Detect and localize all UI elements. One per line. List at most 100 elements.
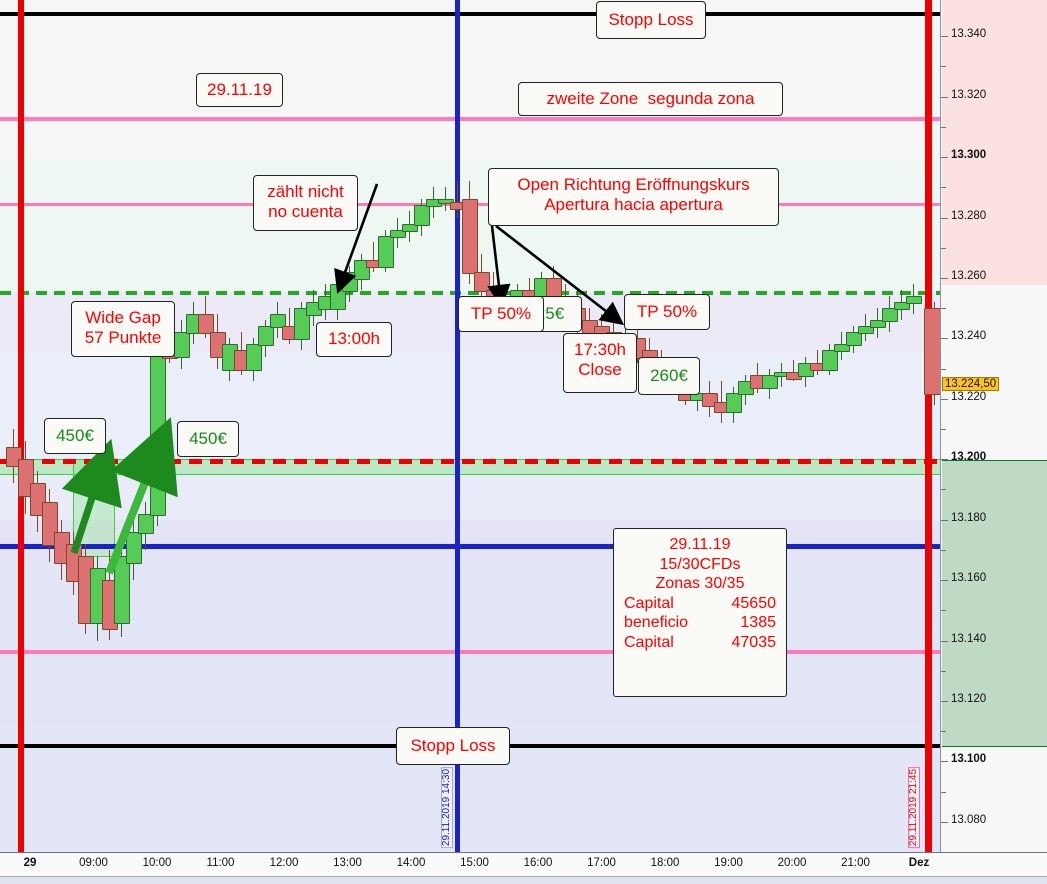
vline-midday-blue[interactable]	[455, 0, 460, 852]
candle-wick	[817, 350, 818, 375]
callout-stop-loss-top[interactable]: Stopp Loss	[596, 1, 706, 39]
summary-zonas: Zonas 30/35	[655, 575, 745, 593]
price-tick-mark	[941, 640, 948, 642]
time-tick-label: 17:00	[587, 857, 616, 869]
callout-profit-450-left[interactable]: 450€	[44, 418, 106, 454]
time-tick-label: 14:00	[396, 857, 426, 869]
candle-body	[726, 392, 742, 413]
callout-date-label[interactable]: 29.11.19	[196, 73, 283, 107]
chart-plot-area[interactable]: 29.11.2019 14:30 29.11.2019 21:45 Stopp …	[0, 0, 940, 852]
position-highlight-rect	[73, 459, 115, 557]
price-minor-tick	[941, 187, 946, 189]
summary-value: 45650	[731, 594, 777, 612]
vline-session-left-red[interactable]	[18, 0, 24, 852]
time-axis[interactable]: 29 09:00 10:00 11:00 12:00 13:00 14:00 15:00 16:…	[0, 852, 940, 877]
candle-body	[474, 271, 490, 293]
time-axis-corner	[940, 852, 1047, 877]
callout-profit-260[interactable]: 260€	[638, 357, 700, 395]
price-axis[interactable]: 13.340 13.320 13.300 13.280 13.260 13.240 13.2…	[940, 0, 1047, 852]
summary-label: Capital	[624, 594, 674, 612]
price-tick-mark	[941, 519, 948, 521]
price-minor-tick	[941, 247, 946, 249]
price-tick-label: 13.200	[951, 451, 987, 464]
candle-body	[762, 374, 778, 389]
summary-date: 29.11.19	[669, 536, 731, 553]
candle-body	[882, 308, 898, 323]
vline-session-right-red[interactable]	[925, 0, 932, 852]
price-tick-mark	[941, 217, 948, 219]
candle-body	[390, 229, 406, 238]
candle-body	[378, 235, 394, 268]
price-axis-zone-green	[942, 460, 1047, 747]
time-tick-label: 18:00	[650, 857, 680, 869]
price-tick-mark	[941, 338, 948, 340]
callout-open-richtung[interactable]: Open Richtung Eröffnungskurs Apertura ha…	[488, 168, 779, 226]
price-tick-mark	[941, 277, 948, 279]
candle-body	[114, 555, 130, 625]
vline-label-1430: 29.11.2019 14:30	[441, 767, 453, 849]
price-tick-label: 13.120	[951, 692, 987, 705]
callout-wide-gap[interactable]: Wide Gap 57 Punkte	[71, 301, 175, 357]
time-tick-label: 11:00	[206, 857, 235, 869]
time-tick-label: 20:00	[777, 857, 807, 869]
callout-close-1730[interactable]: 17:30h Close	[563, 333, 637, 393]
candle-body	[258, 326, 274, 347]
hline-zone-pink-upper[interactable]	[0, 117, 940, 121]
candle-body	[414, 205, 430, 226]
price-tick-label: 13.320	[951, 88, 987, 101]
candle-body	[894, 302, 910, 311]
time-tick-label: 29	[23, 857, 37, 869]
price-tick-label: 13.220	[951, 390, 987, 403]
summary-value: 47035	[731, 633, 777, 651]
hline-entry-red-dashed[interactable]	[0, 459, 940, 464]
candle-body	[924, 308, 940, 395]
status-bar	[0, 876, 1047, 884]
price-minor-tick	[941, 126, 946, 128]
candle-body	[438, 199, 454, 205]
candle-body	[138, 513, 154, 534]
candle-body	[402, 223, 418, 232]
price-minor-tick	[941, 670, 946, 672]
candle-body	[294, 308, 310, 341]
candle-body	[858, 326, 874, 335]
price-minor-tick	[941, 66, 946, 68]
callout-tp-50-left[interactable]: TP 50%	[458, 296, 544, 332]
callout-time-1300[interactable]: 13:00h	[316, 322, 392, 357]
price-tick-label: 13.280	[951, 209, 987, 222]
summary-label: beneficio	[624, 614, 689, 632]
hline-stop-loss-upper[interactable]	[0, 12, 940, 16]
current-price-badge: 13.224,50	[942, 377, 1000, 392]
price-axis-zone-red	[942, 0, 1047, 285]
candle-body	[462, 199, 478, 274]
price-tick-mark	[941, 157, 948, 159]
candle-body	[906, 296, 922, 305]
price-tick-mark	[941, 821, 948, 823]
price-minor-tick	[941, 308, 946, 310]
price-minor-tick	[941, 610, 946, 612]
price-tick-label: 13.080	[951, 813, 987, 826]
callout-zweite-zone[interactable]: zweite Zone segunda zona	[518, 82, 783, 116]
price-tick-label: 13.180	[951, 511, 987, 524]
trade-summary-box[interactable]: 29.11.19 15/30CFDs Zonas 30/35 Capital 4…	[613, 528, 787, 697]
price-tick-mark	[941, 36, 948, 38]
callout-tp-50-right[interactable]: TP 50%	[624, 294, 710, 330]
callout-profit-450-right[interactable]: 450€	[177, 421, 239, 457]
price-minor-tick	[941, 368, 946, 370]
price-tick-label: 13.300	[951, 149, 987, 162]
price-tick-label: 13.260	[951, 269, 987, 282]
candle-body	[246, 344, 262, 371]
price-tick-mark	[941, 398, 948, 400]
time-tick-label: 09:00	[79, 857, 108, 869]
callout-stop-loss-bottom[interactable]: Stopp Loss	[396, 727, 510, 765]
hline-open-green-dashed[interactable]	[0, 291, 940, 295]
hline-blue[interactable]	[0, 544, 940, 549]
hline-zone-pink-lower[interactable]	[0, 650, 940, 654]
candle-body	[822, 350, 838, 371]
summary-value: 1385	[740, 614, 776, 632]
price-minor-tick	[941, 791, 946, 793]
zone-band-mid-blue	[0, 560, 940, 725]
callout-zaehlt-nicht[interactable]: zählt nicht no cuenta	[253, 175, 358, 231]
candle-body	[834, 344, 850, 353]
price-minor-tick	[941, 549, 946, 551]
price-tick-mark	[941, 580, 948, 582]
